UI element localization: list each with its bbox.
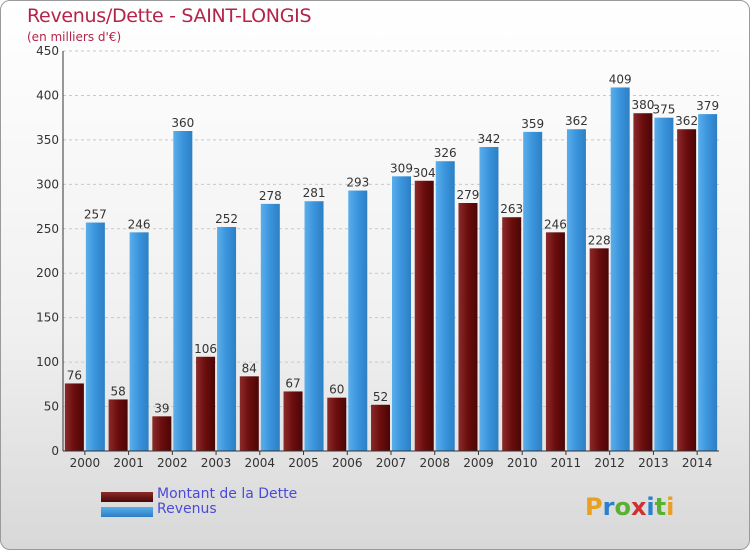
x-tick-label: 2006 bbox=[332, 456, 363, 470]
data-label-dette: 60 bbox=[329, 383, 344, 397]
chart-title: Revenus/Dette - SAINT-LONGIS bbox=[27, 5, 312, 27]
data-label-dette: 39 bbox=[154, 401, 169, 415]
x-tick-label: 2003 bbox=[201, 456, 232, 470]
legend-label-revenus: Revenus bbox=[157, 501, 217, 517]
chart-subtitle: (en milliers d'€) bbox=[27, 30, 122, 44]
data-label-revenus: 252 bbox=[215, 212, 238, 226]
data-labels: 76 257 58 246 39 360 106 252 84 278 67 281 60 293 52 30… bbox=[67, 72, 719, 415]
data-label-revenus: 278 bbox=[259, 189, 282, 203]
x-tick-label: 2000 bbox=[70, 456, 101, 470]
x-tick-label: 2014 bbox=[682, 456, 713, 470]
bar-revenus bbox=[610, 87, 630, 451]
data-label-revenus: 281 bbox=[303, 186, 326, 200]
svg-text:Proxiti: Proxiti bbox=[585, 493, 674, 521]
x-tick-label: 2008 bbox=[419, 456, 450, 470]
y-tick-label: 0 bbox=[51, 444, 59, 458]
data-label-revenus: 379 bbox=[696, 99, 719, 113]
bar-revenus bbox=[654, 117, 674, 452]
bar-dette bbox=[239, 376, 259, 451]
legend-swatch-revenus bbox=[101, 507, 153, 517]
grid bbox=[63, 50, 719, 452]
data-label-dette: 228 bbox=[588, 233, 611, 247]
data-label-revenus: 293 bbox=[346, 176, 369, 190]
bar-dette bbox=[196, 356, 216, 451]
bar-revenus bbox=[698, 114, 718, 451]
y-tick-label: 350 bbox=[36, 133, 59, 147]
x-tick-label: 2001 bbox=[113, 456, 144, 470]
data-label-revenus: 309 bbox=[390, 161, 413, 175]
y-tick-label: 150 bbox=[36, 311, 59, 325]
bar-dette bbox=[108, 399, 128, 451]
y-tick-label: 50 bbox=[44, 400, 59, 414]
bar-dette bbox=[64, 383, 84, 451]
x-tick-label: 2010 bbox=[507, 456, 538, 470]
x-tick-label: 2004 bbox=[245, 456, 276, 470]
data-label-dette: 84 bbox=[242, 361, 257, 375]
data-label-dette: 67 bbox=[285, 376, 300, 390]
bar-dette bbox=[152, 416, 172, 451]
bar-dette bbox=[633, 113, 653, 451]
bar-dette bbox=[414, 180, 434, 451]
bar-revenus bbox=[523, 131, 543, 451]
data-label-revenus: 362 bbox=[565, 114, 588, 128]
x-tick-label: 2007 bbox=[376, 456, 407, 470]
bar-revenus bbox=[392, 176, 411, 452]
data-label-dette: 279 bbox=[457, 188, 480, 202]
bar-dette bbox=[458, 203, 478, 451]
axes: 0 50 100 150 200 250 300 350 400 450 2000 2001 2002 2… bbox=[36, 44, 719, 470]
data-label-dette: 76 bbox=[67, 368, 82, 382]
bar-dette bbox=[371, 404, 390, 451]
y-tick-label: 100 bbox=[36, 355, 59, 369]
x-tick-label: 2005 bbox=[288, 456, 319, 470]
x-tick-label: 2013 bbox=[638, 456, 669, 470]
bar-revenus bbox=[217, 227, 237, 451]
legend-swatch-dette bbox=[101, 492, 153, 502]
data-label-dette: 362 bbox=[675, 114, 698, 128]
data-label-dette: 106 bbox=[194, 342, 217, 356]
bar-revenus bbox=[435, 161, 455, 451]
bar-revenus bbox=[85, 222, 105, 451]
data-label-revenus: 257 bbox=[84, 208, 107, 222]
y-tick-label: 250 bbox=[36, 222, 59, 236]
bar-revenus bbox=[173, 131, 193, 451]
data-label-dette: 58 bbox=[110, 384, 125, 398]
y-tick-label: 400 bbox=[36, 88, 59, 102]
bar-dette bbox=[283, 391, 303, 451]
bar-revenus bbox=[479, 147, 499, 451]
x-tick-label: 2011 bbox=[551, 456, 582, 470]
data-label-revenus: 360 bbox=[171, 116, 194, 130]
bars bbox=[64, 87, 718, 452]
bar-revenus bbox=[260, 203, 280, 451]
bar-dette bbox=[502, 217, 522, 451]
data-label-revenus: 342 bbox=[478, 132, 501, 146]
data-label-revenus: 326 bbox=[434, 146, 457, 160]
data-label-revenus: 359 bbox=[521, 117, 544, 131]
bar-revenus bbox=[304, 201, 324, 451]
y-tick-label: 200 bbox=[36, 266, 59, 280]
legend-label-dette: Montant de la Dette bbox=[157, 486, 298, 502]
bar-dette bbox=[677, 129, 697, 451]
data-label-revenus: 246 bbox=[128, 217, 151, 231]
data-label-dette: 263 bbox=[500, 202, 523, 216]
bar-dette bbox=[327, 397, 347, 451]
bar-revenus bbox=[348, 190, 368, 452]
bar-revenus bbox=[129, 232, 149, 451]
x-tick-label: 2009 bbox=[463, 456, 494, 470]
x-tick-label: 2012 bbox=[594, 456, 625, 470]
y-tick-label: 450 bbox=[36, 44, 59, 58]
data-label-dette: 246 bbox=[544, 217, 567, 231]
data-label-dette: 304 bbox=[413, 166, 436, 180]
proxiti-logo: Proxiti bbox=[585, 493, 674, 521]
data-label-revenus: 375 bbox=[652, 103, 675, 117]
bar-revenus bbox=[566, 129, 586, 451]
bar-dette bbox=[589, 248, 609, 451]
y-tick-label: 300 bbox=[36, 177, 59, 191]
data-label-dette: 380 bbox=[631, 98, 654, 112]
data-label-dette: 52 bbox=[373, 390, 388, 404]
x-tick-label: 2002 bbox=[157, 456, 188, 470]
bar-dette bbox=[545, 232, 565, 451]
data-label-revenus: 409 bbox=[609, 72, 632, 86]
